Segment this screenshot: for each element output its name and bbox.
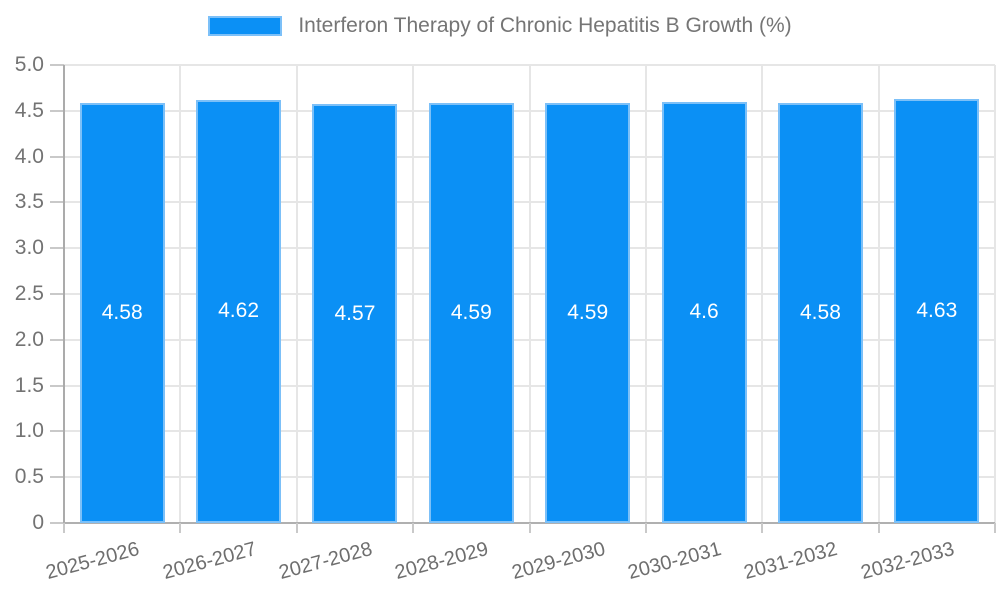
y-axis-tick [50, 155, 64, 158]
gridline-vertical [412, 65, 415, 523]
bar-2027-2028[interactable]: 4.57 [312, 104, 398, 523]
bar-value-label: 4.59 [450, 300, 492, 324]
y-axis-tick [50, 109, 64, 112]
x-axis-tick [644, 523, 647, 533]
bar-2032-2033[interactable]: 4.63 [894, 98, 980, 523]
y-axis-tick-label: 0 [32, 511, 44, 534]
gridline-vertical [179, 65, 182, 523]
x-axis-tick [412, 523, 415, 533]
x-axis-tick [877, 523, 880, 533]
x-axis-tick [295, 523, 298, 533]
bar-value-label: 4.63 [916, 298, 958, 322]
bar-2026-2027[interactable]: 4.62 [196, 99, 282, 523]
x-axis-tick [528, 523, 531, 533]
y-axis-tick [50, 293, 64, 295]
y-axis-tick-label: 0.5 [14, 465, 44, 489]
bar-value-label: 4.62 [218, 299, 259, 323]
gridline-vertical [528, 65, 531, 523]
bar-2031-2032[interactable]: 4.58 [777, 103, 863, 523]
x-axis-category-label: 2028-2029 [392, 538, 492, 585]
x-axis-category-label: 2029-2030 [509, 538, 608, 585]
x-axis-tick [994, 523, 996, 533]
bar-2025-2026[interactable]: 4.58 [79, 103, 165, 523]
y-axis-tick [50, 522, 64, 524]
y-axis-tick-label: 4.5 [14, 98, 44, 122]
y-axis-tick [50, 247, 64, 250]
x-axis-category-label: 2030-2031 [625, 538, 724, 585]
x-axis-tick [179, 523, 182, 533]
y-axis-tick [50, 476, 64, 479]
x-axis-category-label: 2025-2026 [43, 538, 142, 585]
y-axis-tick-label: 2.0 [14, 327, 44, 351]
x-axis-category-label: 2026-2027 [160, 538, 259, 585]
x-axis-tick [63, 523, 65, 533]
legend-swatch [208, 16, 283, 36]
legend-label: Interferon Therapy of Chronic Hepatitis … [298, 14, 792, 37]
gridline-vertical [644, 65, 647, 523]
y-axis-tick [50, 384, 64, 387]
bar-2028-2029[interactable]: 4.59 [428, 102, 514, 523]
bar-value-label: 4.6 [689, 300, 719, 324]
bar-value-label: 4.59 [567, 300, 609, 324]
y-axis-tick [50, 64, 64, 66]
bar-value-label: 4.57 [334, 301, 376, 325]
y-axis-tick [50, 338, 64, 341]
y-axis-tick [50, 430, 64, 433]
y-axis-tick-label: 3.0 [14, 236, 44, 260]
y-axis-tick-label: 2.5 [14, 282, 44, 305]
x-axis-category-label: 2032-2033 [858, 538, 957, 585]
x-axis-tick [761, 523, 764, 533]
y-axis-tick-label: 1.0 [14, 419, 44, 443]
y-axis-tick-label: 1.5 [14, 373, 44, 397]
x-axis-category-label: 2031-2032 [742, 538, 841, 585]
bar-value-label: 4.58 [101, 301, 143, 325]
y-axis-tick-label: 4.0 [14, 144, 44, 168]
gridline-vertical [761, 65, 764, 523]
y-axis-tick-label: 5.0 [14, 53, 44, 76]
y-axis-tick [50, 201, 64, 204]
y-axis-tick-label: 3.5 [14, 190, 44, 214]
bar-value-label: 4.58 [800, 301, 841, 325]
gridline-vertical [295, 65, 298, 523]
gridline-vertical [877, 65, 880, 523]
y-axis-line [63, 65, 65, 533]
x-axis-category-label: 2027-2028 [276, 538, 375, 585]
legend[interactable]: Interferon Therapy of Chronic Hepatitis … [0, 14, 1000, 38]
bar-2030-2031[interactable]: 4.6 [661, 101, 747, 523]
gridline-vertical [994, 65, 996, 523]
bar-2029-2030[interactable]: 4.59 [545, 102, 631, 523]
